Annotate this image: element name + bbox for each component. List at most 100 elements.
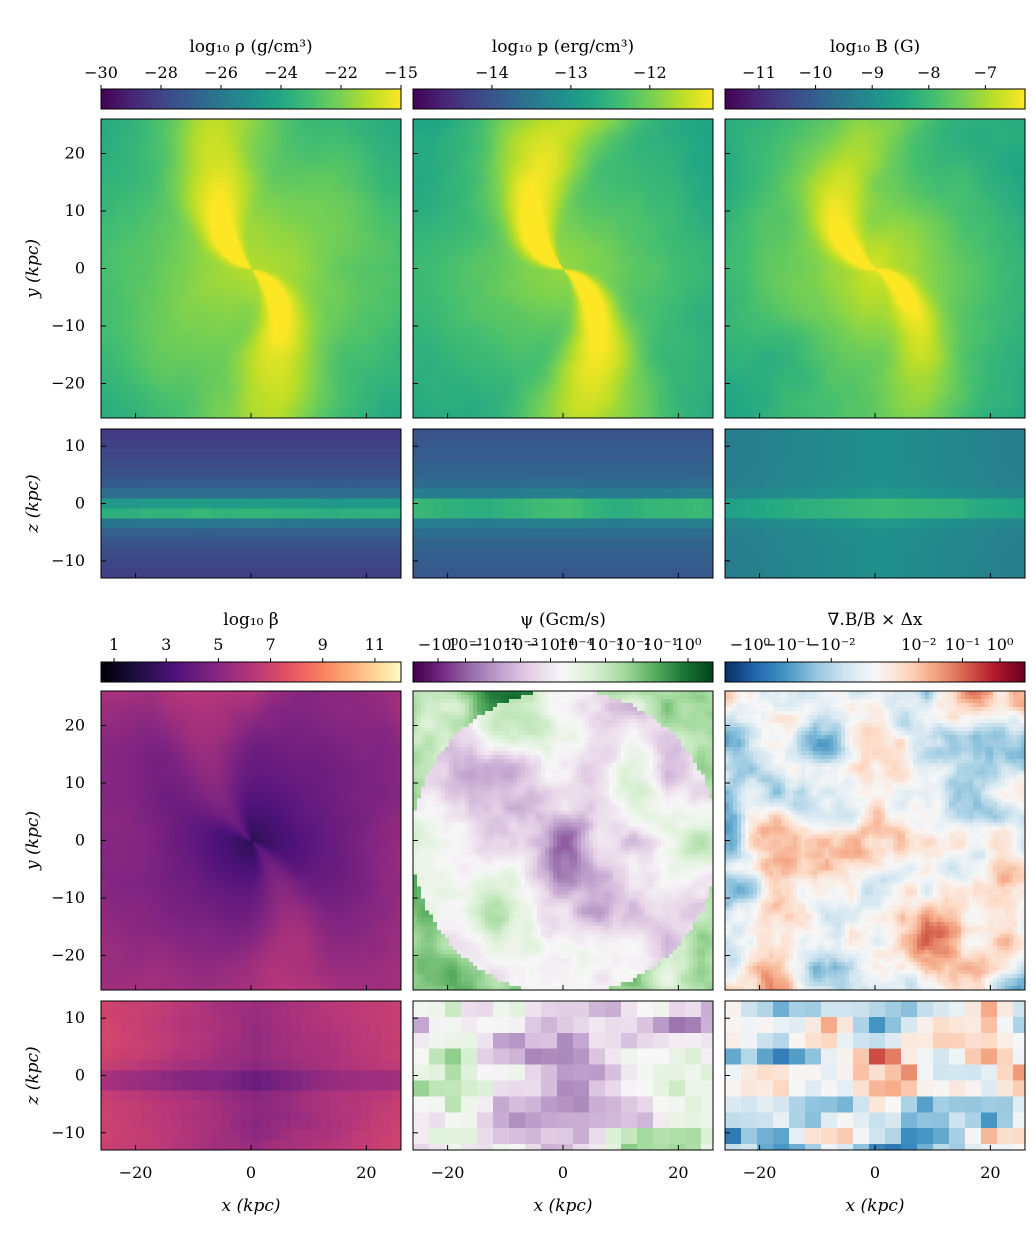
y-tick-label: 20 (65, 144, 85, 163)
heatmap-image (413, 691, 713, 990)
panel-rho-face-on (100, 118, 402, 419)
colorbar-rho-tick-label: −26 (204, 63, 238, 82)
z-tick-label: 0 (75, 494, 85, 513)
x-tick-label: 20 (980, 1163, 1000, 1182)
heatmap-image (101, 1001, 401, 1150)
heatmap-image (101, 119, 401, 418)
heatmap-image (725, 691, 1025, 990)
x-tick-label: 20 (668, 1163, 688, 1182)
colorbar-rho-tick-label: −24 (264, 63, 298, 82)
colorbar-rho: log₁₀ ρ (g/cm³) −30 −28 −26 −24 −22 −15 (84, 37, 418, 110)
colorbar-psi-tick-label: 10⁻¹ (643, 635, 678, 654)
y-tick-label: −10 (51, 316, 85, 335)
colorbar-divB-tick-label: −10⁰ (730, 635, 770, 654)
colorbar-B-tick-label: −10 (799, 63, 833, 82)
z-tick-label: 0 (75, 1066, 85, 1085)
colorbar-rho-tick-label: −15 (384, 63, 418, 82)
colorbar-psi-tick-label: 10⁻⁴ (558, 635, 593, 654)
colorbar-B-tick-label: −7 (974, 63, 998, 82)
colorbar-divB-tick-label: 10⁻² (901, 635, 936, 654)
x-axis-label: x (kpc) (222, 1196, 281, 1216)
z-axis-label: z (kpc) (23, 474, 43, 533)
y-tick-label: 20 (65, 716, 85, 735)
panel-p-face-on (412, 118, 714, 419)
y-tick-label: 10 (65, 773, 85, 792)
colorbar-beta-tick-label: 11 (365, 635, 385, 654)
z-tick-label: −10 (51, 551, 85, 570)
colorbar-B-tick-label: −8 (917, 63, 941, 82)
colorbar-psi-tick-label: 10⁰ (675, 635, 702, 654)
y-tick-label: −20 (51, 374, 85, 393)
panel-B-edge-on (724, 428, 1026, 579)
x-tick-label: −20 (431, 1163, 465, 1182)
colorbar-rho-title: log₁₀ ρ (g/cm³) (189, 37, 312, 57)
colorbar-divB-tick-label: 10⁻¹ (945, 635, 980, 654)
y-tick-label: 0 (75, 831, 85, 850)
heatmap-image (725, 119, 1025, 418)
colorbar-psi-tick-label: 10⁻¹ (448, 635, 483, 654)
y-tick-label: −10 (51, 888, 85, 907)
colorbar-divB-tick-label: −10⁻² (807, 635, 856, 654)
colorbar-psi-title: ψ (Gcm/s) (520, 610, 606, 630)
colorbar-psi-tick-label: 10⁻³ (588, 635, 623, 654)
heatmap-image (413, 429, 713, 578)
heatmap-image (101, 429, 401, 578)
colorbar-B-gradient (724, 88, 1026, 110)
colorbar-rho-tick-label: −28 (144, 63, 178, 82)
x-tick-label: 0 (870, 1163, 880, 1182)
panel-B-face-on (724, 118, 1026, 419)
colorbar-p-gradient (412, 88, 714, 110)
y-tick-label: 0 (75, 259, 85, 278)
colorbar-p-tick-label: −13 (554, 63, 588, 82)
y-axis-label: y (kpc) (23, 811, 43, 871)
y-tick-label: 10 (65, 201, 85, 220)
x-tick-label: 0 (246, 1163, 256, 1182)
colorbar-psi-tick-label: 10⁻² (615, 635, 650, 654)
colorbar-beta-tick-label: 5 (213, 635, 223, 654)
z-axis-label: z (kpc) (23, 1046, 43, 1105)
colorbar-divB-gradient (724, 661, 1026, 683)
heatmap-image (413, 1001, 713, 1150)
colorbar-rho-tick-label: −22 (324, 63, 358, 82)
colorbar-beta: log₁₀ β 1 3 5 7 9 11 (100, 610, 402, 683)
colorbar-beta-tick-label: 9 (318, 635, 328, 654)
z-tick-label: −10 (51, 1123, 85, 1142)
x-tick-label: 20 (356, 1163, 376, 1182)
panel-beta-edge-on (100, 1000, 402, 1151)
panel-psi-edge-on (412, 1000, 714, 1151)
colorbar-rho-tick-label: −30 (84, 63, 118, 82)
colorbar-beta-tick-label: 7 (265, 635, 275, 654)
colorbar-B: log₁₀ B (G) −11 −10 −9 −8 −7 (724, 37, 1026, 110)
colorbar-beta-tick-label: 3 (161, 635, 171, 654)
colorbar-divB-title: ∇.B/B × Δx (828, 610, 923, 630)
heatmap-image (101, 691, 401, 990)
heatmap-image (413, 119, 713, 418)
x-axis-label: x (kpc) (534, 1196, 593, 1216)
colorbar-psi-tick-label: −10⁻⁴ (526, 635, 575, 654)
panel-psi-face-on (412, 690, 714, 991)
z-tick-label: 10 (65, 436, 85, 455)
y-axis-label: y (kpc) (23, 239, 43, 299)
colorbar-p-tick-label: −14 (475, 63, 509, 82)
panel-rho-edge-on (100, 428, 402, 579)
panel-p-edge-on (412, 428, 714, 579)
colorbar-B-tick-label: −11 (742, 63, 776, 82)
colorbar-psi-gradient (412, 661, 714, 683)
colorbar-psi-tick-label: −10⁰ (418, 635, 458, 654)
x-tick-label: 0 (558, 1163, 568, 1182)
colorbar-p-title: log₁₀ p (erg/cm³) (492, 37, 634, 57)
colorbar-psi-tick-label: −10⁻² (469, 635, 518, 654)
panel-beta-face-on (100, 690, 402, 991)
colorbar-psi-tick-label: 10⁻³ (503, 635, 538, 654)
colorbar-p-tick-label: −12 (633, 63, 667, 82)
colorbar-B-tick-label: −9 (860, 63, 884, 82)
panel-divB-face-on (724, 690, 1026, 991)
x-axis-label: x (kpc) (846, 1196, 905, 1216)
colorbar-beta-gradient (100, 661, 402, 683)
colorbar-divB-tick-label: 10⁰ (987, 635, 1014, 654)
colorbar-divB: ∇.B/B × Δx −10⁰−10⁻¹−10⁻² 10⁻² 10⁻¹ 10⁰ (724, 610, 1026, 683)
z-tick-label: 10 (65, 1008, 85, 1027)
heatmap-image (725, 1001, 1025, 1150)
colorbar-beta-title: log₁₀ β (223, 610, 278, 630)
